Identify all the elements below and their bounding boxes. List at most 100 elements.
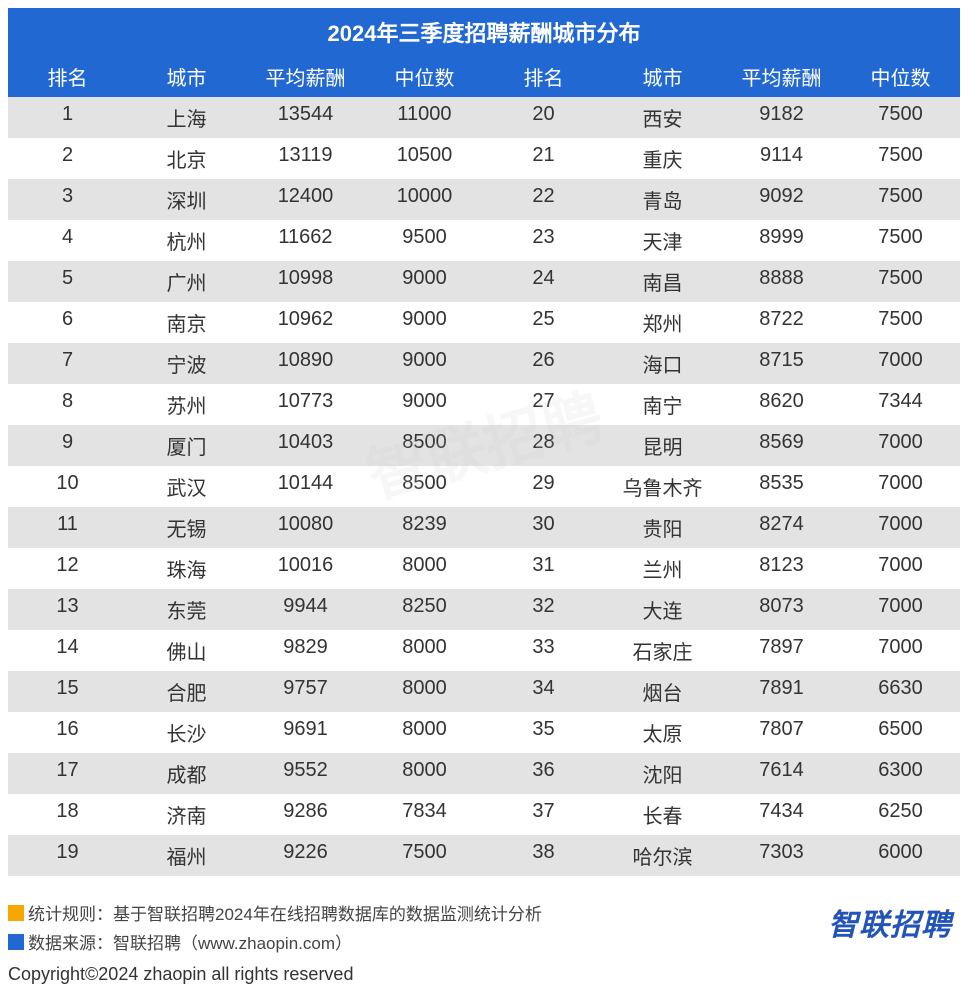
table-cell: 10998	[246, 261, 365, 302]
col-city-left: 城市	[127, 56, 246, 97]
table-cell: 南京	[127, 302, 246, 343]
table-cell: 9	[8, 425, 127, 466]
table-row: 2北京131191050021重庆91147500	[8, 138, 960, 179]
table-cell: 7434	[722, 794, 841, 835]
table-cell: 10016	[246, 548, 365, 589]
table-cell: 13119	[246, 138, 365, 179]
table-cell: 11662	[246, 220, 365, 261]
table-cell: 无锡	[127, 507, 246, 548]
table-cell: 成都	[127, 753, 246, 794]
table-cell: 8722	[722, 302, 841, 343]
table-cell: 沈阳	[603, 753, 722, 794]
note-source: 数据来源：智联招聘（www.zhaopin.com）	[8, 929, 960, 954]
table-cell: 长春	[603, 794, 722, 835]
table-cell: 南昌	[603, 261, 722, 302]
table-cell: 9000	[365, 261, 484, 302]
table-row: 13东莞9944825032大连80737000	[8, 589, 960, 630]
table-cell: 33	[484, 630, 603, 671]
table-cell: 7500	[841, 138, 960, 179]
table-cell: 太原	[603, 712, 722, 753]
table-cell: 乌鲁木齐	[603, 466, 722, 507]
col-median-right: 中位数	[841, 56, 960, 97]
table-cell: 广州	[127, 261, 246, 302]
table-cell: 8500	[365, 425, 484, 466]
table-cell: 郑州	[603, 302, 722, 343]
copyright-text: Copyright©2024 zhaopin all rights reserv…	[8, 964, 960, 985]
table-row: 10武汉10144850029乌鲁木齐85357000	[8, 466, 960, 507]
table-cell: 7891	[722, 671, 841, 712]
table-cell: 7500	[365, 835, 484, 876]
table-cell: 11000	[365, 97, 484, 138]
table-row: 3深圳124001000022青岛90927500	[8, 179, 960, 220]
table-cell: 8000	[365, 753, 484, 794]
table-cell: 35	[484, 712, 603, 753]
table-cell: 19	[8, 835, 127, 876]
table-cell: 23	[484, 220, 603, 261]
table-cell: 长沙	[127, 712, 246, 753]
table-cell: 武汉	[127, 466, 246, 507]
table-cell: 38	[484, 835, 603, 876]
table-cell: 24	[484, 261, 603, 302]
table-cell: 8500	[365, 466, 484, 507]
table-cell: 37	[484, 794, 603, 835]
table-cell: 7000	[841, 630, 960, 671]
table-cell: 13544	[246, 97, 365, 138]
table-cell: 9757	[246, 671, 365, 712]
table-cell: 南宁	[603, 384, 722, 425]
table-cell: 34	[484, 671, 603, 712]
table-cell: 7000	[841, 425, 960, 466]
footer: 统计规则：基于智联招聘2024年在线招聘数据库的数据监测统计分析 数据来源：智联…	[8, 900, 960, 985]
table-cell: 8123	[722, 548, 841, 589]
salary-table: 智联招聘 2024年三季度招聘薪酬城市分布 排名 城市 平均薪酬 中位数 排名 …	[8, 8, 960, 876]
table-row: 8苏州10773900027南宁86207344	[8, 384, 960, 425]
table-cell: 21	[484, 138, 603, 179]
table-cell: 6000	[841, 835, 960, 876]
table-cell: 7000	[841, 507, 960, 548]
table-cell: 佛山	[127, 630, 246, 671]
table-cell: 7500	[841, 179, 960, 220]
table-cell: 17	[8, 753, 127, 794]
table-row: 15合肥9757800034烟台78916630	[8, 671, 960, 712]
col-city-right: 城市	[603, 56, 722, 97]
table-cell: 6	[8, 302, 127, 343]
table-cell: 济南	[127, 794, 246, 835]
table-cell: 7500	[841, 302, 960, 343]
table-cell: 10962	[246, 302, 365, 343]
table-cell: 6250	[841, 794, 960, 835]
table-cell: 7500	[841, 261, 960, 302]
table-cell: 7303	[722, 835, 841, 876]
table-row: 14佛山9829800033石家庄78977000	[8, 630, 960, 671]
table-cell: 7614	[722, 753, 841, 794]
table-row: 9厦门10403850028昆明85697000	[8, 425, 960, 466]
table-cell: 深圳	[127, 179, 246, 220]
table-row: 5广州10998900024南昌88887500	[8, 261, 960, 302]
table-cell: 合肥	[127, 671, 246, 712]
table-cell: 9114	[722, 138, 841, 179]
table-cell: 7000	[841, 589, 960, 630]
table-cell: 22	[484, 179, 603, 220]
table-row: 18济南9286783437长春74346250	[8, 794, 960, 835]
table-cell: 9092	[722, 179, 841, 220]
table-cell: 31	[484, 548, 603, 589]
table-row: 16长沙9691800035太原78076500	[8, 712, 960, 753]
table-cell: 5	[8, 261, 127, 302]
table-cell: 14	[8, 630, 127, 671]
table-cell: 10	[8, 466, 127, 507]
table-cell: 30	[484, 507, 603, 548]
table-row: 19福州9226750038哈尔滨73036000	[8, 835, 960, 876]
table-cell: 15	[8, 671, 127, 712]
table-cell: 10403	[246, 425, 365, 466]
table-cell: 天津	[603, 220, 722, 261]
square-icon	[8, 905, 24, 921]
table-cell: 6300	[841, 753, 960, 794]
table-cell: 9691	[246, 712, 365, 753]
table-cell: 哈尔滨	[603, 835, 722, 876]
table-cell: 8000	[365, 630, 484, 671]
table-cell: 贵阳	[603, 507, 722, 548]
table-cell: 7000	[841, 343, 960, 384]
table-cell: 重庆	[603, 138, 722, 179]
table-cell: 8715	[722, 343, 841, 384]
table-cell: 29	[484, 466, 603, 507]
table-cell: 苏州	[127, 384, 246, 425]
col-rank-left: 排名	[8, 56, 127, 97]
